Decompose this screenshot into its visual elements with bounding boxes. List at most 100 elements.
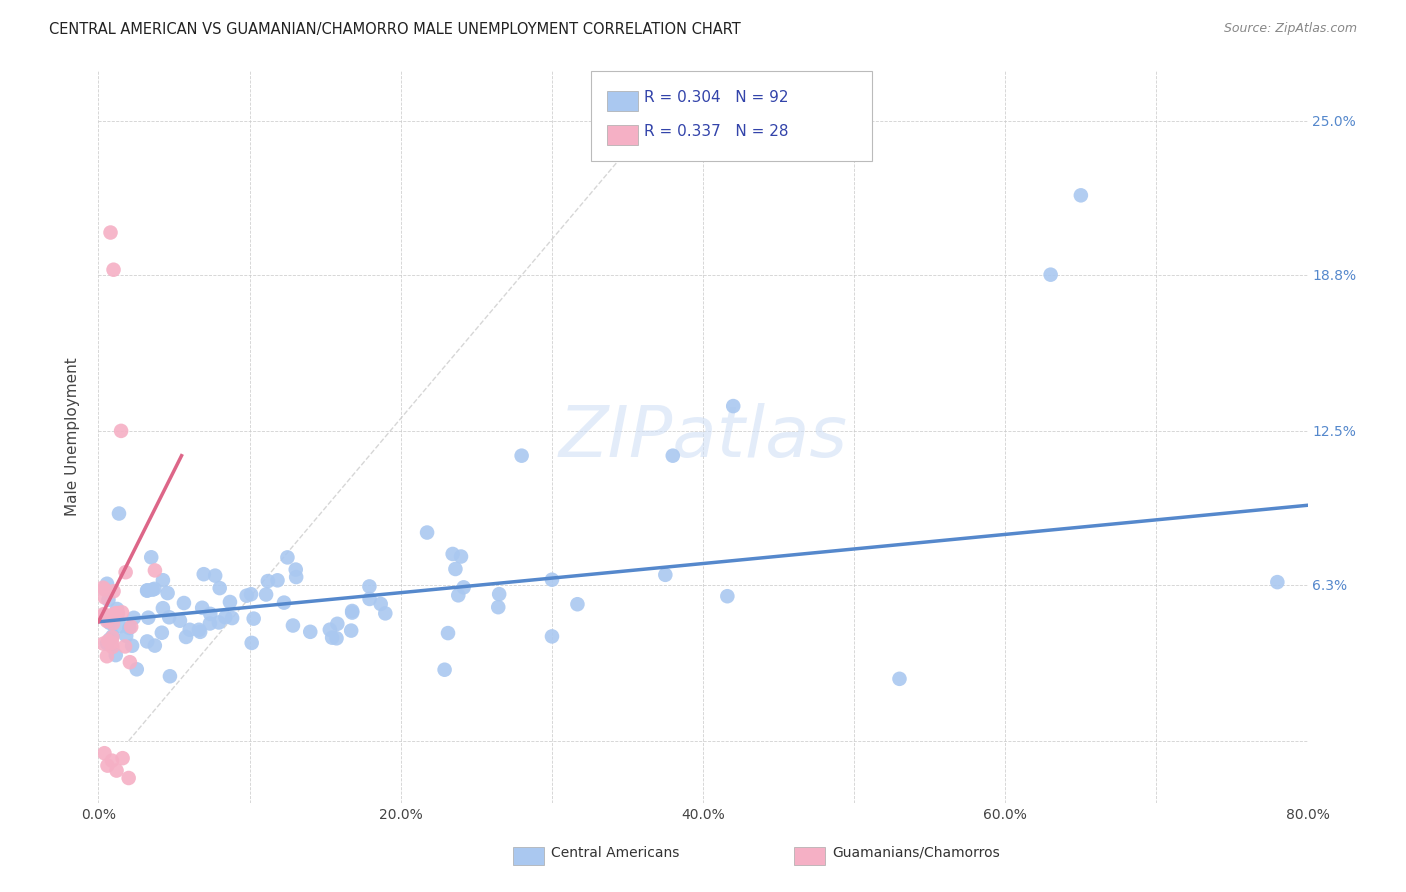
Point xyxy=(96,636,118,650)
Point xyxy=(240,587,263,601)
Point xyxy=(96,758,118,772)
Point xyxy=(103,584,125,599)
Point xyxy=(359,591,381,606)
Point xyxy=(488,587,510,601)
Point xyxy=(437,626,460,640)
Point xyxy=(447,588,470,602)
Point xyxy=(240,636,263,650)
Point xyxy=(284,563,307,577)
Text: Source: ZipAtlas.com: Source: ZipAtlas.com xyxy=(1223,22,1357,36)
Point xyxy=(93,746,115,760)
Point xyxy=(370,597,392,611)
Text: Central Americans: Central Americans xyxy=(551,846,679,860)
Point xyxy=(98,615,121,630)
Point xyxy=(179,623,201,637)
Point xyxy=(661,449,683,463)
Point xyxy=(104,648,127,662)
Point xyxy=(143,563,166,577)
Point xyxy=(97,592,120,607)
Point xyxy=(136,634,159,648)
Point xyxy=(110,424,132,438)
Point xyxy=(115,629,138,643)
Text: Guamanians/Chamorros: Guamanians/Chamorros xyxy=(832,846,1000,860)
Point xyxy=(174,630,197,644)
Point xyxy=(567,597,589,611)
Point xyxy=(101,629,124,643)
Point xyxy=(96,576,118,591)
Point xyxy=(374,607,396,621)
Point xyxy=(118,655,141,669)
Point xyxy=(214,610,236,624)
Point xyxy=(136,583,159,598)
Point xyxy=(173,596,195,610)
Point xyxy=(191,600,214,615)
Point xyxy=(105,602,128,616)
Point xyxy=(450,549,472,564)
Point xyxy=(433,663,456,677)
Point xyxy=(416,525,439,540)
Point xyxy=(453,580,475,594)
Point xyxy=(101,608,124,623)
Point xyxy=(101,754,124,768)
Point xyxy=(105,764,128,778)
Point xyxy=(91,581,114,595)
Point xyxy=(221,611,243,625)
Point xyxy=(208,581,231,595)
Point xyxy=(120,620,142,634)
Point xyxy=(103,262,125,277)
Point xyxy=(150,625,173,640)
Point xyxy=(204,568,226,582)
Point xyxy=(325,632,347,646)
Point xyxy=(101,630,124,644)
Point xyxy=(654,567,676,582)
Point xyxy=(359,579,381,593)
Point xyxy=(208,615,231,630)
Point xyxy=(114,565,136,579)
Point xyxy=(108,619,131,633)
Point xyxy=(198,616,221,631)
Point xyxy=(143,582,166,596)
Text: R = 0.337   N = 28: R = 0.337 N = 28 xyxy=(644,124,789,138)
Point xyxy=(510,449,533,463)
Point xyxy=(444,562,467,576)
Point xyxy=(157,610,180,624)
Point xyxy=(716,589,738,603)
Text: CENTRAL AMERICAN VS GUAMANIAN/CHAMORRO MALE UNEMPLOYMENT CORRELATION CHART: CENTRAL AMERICAN VS GUAMANIAN/CHAMORRO M… xyxy=(49,22,741,37)
Point xyxy=(1070,188,1092,202)
Point xyxy=(276,550,298,565)
Point xyxy=(100,226,122,240)
Point xyxy=(326,616,349,631)
Point xyxy=(340,624,363,638)
Point xyxy=(122,611,145,625)
Point xyxy=(152,601,174,615)
Point xyxy=(125,662,148,676)
Point xyxy=(108,507,131,521)
Point xyxy=(93,591,115,605)
Point xyxy=(141,550,163,565)
Point xyxy=(104,606,127,620)
Point xyxy=(340,606,363,620)
Point xyxy=(486,600,509,615)
Point xyxy=(98,632,121,647)
Point xyxy=(1267,575,1289,590)
Point xyxy=(723,399,745,413)
Point xyxy=(101,636,124,650)
Point xyxy=(111,606,134,620)
Point xyxy=(142,582,165,597)
Point xyxy=(273,596,295,610)
Point xyxy=(441,547,464,561)
Point xyxy=(156,586,179,600)
Point xyxy=(143,639,166,653)
Point xyxy=(118,771,141,785)
Point xyxy=(101,640,124,654)
Point xyxy=(93,607,115,621)
Point xyxy=(111,751,134,765)
Point xyxy=(200,607,222,621)
Point xyxy=(242,612,264,626)
Point xyxy=(219,595,242,609)
Point xyxy=(136,610,159,624)
Point xyxy=(107,607,129,621)
Point xyxy=(541,573,564,587)
Point xyxy=(541,629,564,643)
Point xyxy=(169,614,191,628)
